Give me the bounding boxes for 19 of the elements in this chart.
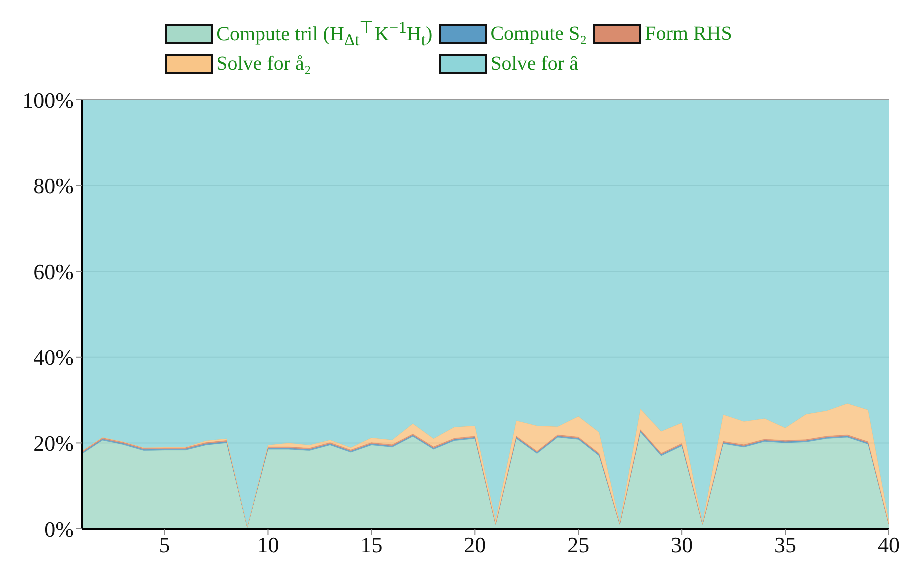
x-tick-label: 40 [878,532,900,558]
x-tick-label: 25 [568,532,590,558]
legend-label: Compute tril (H$_{Δt}$$^{⊤}$K$^{−1}$H$_{t}$) [216,18,433,51]
y-tick-label: 60% [34,259,74,284]
legend-label: Form RHS [645,22,732,46]
y-tick-label: 80% [34,174,74,199]
series-label: Solve for â [490,52,578,76]
x-tick-label: 10 [257,532,280,558]
x-tick-label: 15 [360,532,383,558]
legend-label: Compute S₂ [490,22,588,46]
x-tick-label: 5 [159,532,170,558]
y-tick-label: 0% [44,516,74,542]
y-tick-label: 40% [34,345,74,370]
x-tick-label: 35 [774,532,797,558]
y-tick-label: 100% [22,88,74,113]
x-tick-label: 20 [464,532,486,558]
legend-label: Solve for å₂ [216,52,312,76]
x-tick-label: 30 [671,532,694,558]
y-tick-label: 20% [34,431,74,456]
